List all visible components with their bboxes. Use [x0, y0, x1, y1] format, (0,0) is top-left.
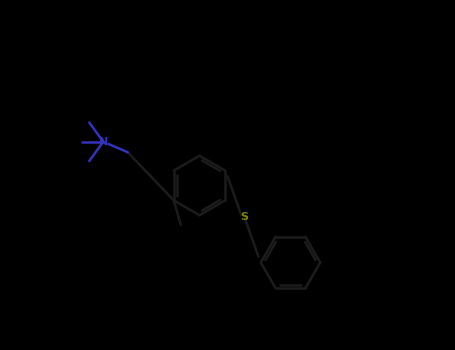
Text: N: N	[99, 137, 108, 147]
Text: S: S	[240, 211, 248, 222]
